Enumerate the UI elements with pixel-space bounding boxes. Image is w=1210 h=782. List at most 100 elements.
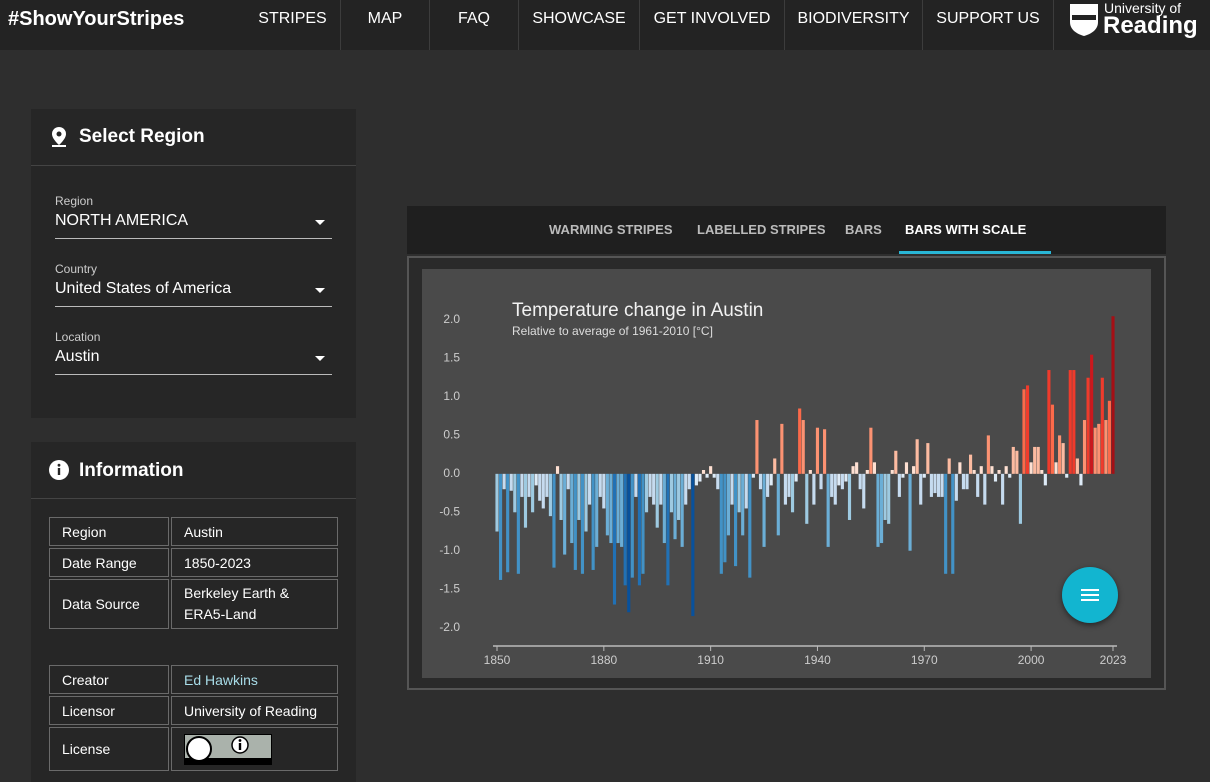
y-tick-label: 2.0 — [443, 312, 460, 326]
bar — [709, 466, 713, 474]
bar — [748, 473, 752, 578]
divider — [31, 498, 356, 499]
table-cell: Date Range — [49, 548, 169, 577]
table-cell: Austin — [171, 517, 338, 546]
dropdown-arrow[interactable] — [315, 288, 325, 293]
bar — [855, 462, 859, 474]
bar — [623, 473, 627, 586]
bar — [548, 473, 552, 517]
x-tick-label: 2000 — [1018, 653, 1045, 667]
logo-text[interactable]: Reading — [1103, 12, 1198, 39]
tab[interactable]: LABELLED STRIPES — [697, 222, 826, 237]
bar — [944, 473, 948, 574]
y-tick-label: -1.5 — [439, 581, 460, 595]
y-tick-label: -1.0 — [439, 543, 460, 557]
nav-item[interactable]: SUPPORT US — [923, 0, 1054, 50]
bar — [773, 458, 777, 474]
bar — [712, 473, 716, 478]
bar — [805, 473, 809, 524]
logo-text[interactable]: University of — [1104, 0, 1182, 16]
field-label: Country — [55, 262, 98, 276]
nav-item[interactable]: GET INVOLVED — [640, 0, 785, 50]
bar — [1033, 446, 1037, 474]
menu-icon — [1081, 589, 1099, 601]
bar — [869, 427, 873, 474]
bar — [545, 473, 549, 497]
bar — [506, 473, 510, 573]
dropdown-value[interactable]: Austin — [55, 348, 100, 365]
x-tick-label: 1940 — [804, 653, 831, 667]
tab-bar — [407, 206, 1166, 254]
bar — [1004, 466, 1008, 474]
bar — [719, 473, 723, 574]
dropdown-arrow[interactable] — [315, 356, 325, 361]
tab-indicator — [899, 251, 1051, 254]
bar — [787, 473, 791, 497]
bar — [819, 473, 823, 490]
bar — [872, 462, 877, 474]
bar — [826, 473, 830, 547]
bar — [698, 473, 702, 482]
brand[interactable]: #ShowYourStripes — [8, 8, 185, 30]
nav-item[interactable]: SHOWCASE — [519, 0, 640, 50]
bar — [520, 473, 524, 497]
bar — [662, 473, 666, 544]
cc-badge[interactable] — [184, 733, 272, 765]
bar — [890, 470, 894, 474]
bar — [1079, 473, 1083, 486]
bar — [922, 473, 926, 478]
bar — [1011, 446, 1015, 474]
bar — [801, 420, 805, 474]
bar — [929, 473, 933, 497]
bar — [598, 473, 602, 497]
bar — [523, 473, 528, 528]
table-cell: Berkeley Earth & ERA5-Land — [171, 579, 338, 629]
menu-button[interactable] — [1062, 567, 1118, 623]
bar — [1075, 458, 1079, 474]
dropdown-value[interactable]: NORTH AMERICA — [55, 212, 189, 229]
tab[interactable]: BARS — [845, 222, 882, 237]
bar — [627, 473, 631, 613]
bar — [947, 458, 951, 474]
bar — [908, 473, 912, 551]
tab[interactable]: WARMING STRIPES — [549, 222, 673, 237]
bar — [612, 473, 617, 605]
nav-item[interactable]: FAQ — [430, 0, 519, 50]
bar — [969, 454, 973, 474]
table-cell: Region — [49, 517, 169, 546]
bar — [534, 473, 538, 486]
nav-item[interactable]: BIODIVERSITY — [785, 0, 923, 50]
bar — [705, 473, 709, 478]
bar — [591, 473, 595, 570]
divider — [31, 165, 356, 166]
bar — [1040, 470, 1044, 474]
bar — [780, 423, 784, 474]
nav-item[interactable]: STRIPES — [245, 0, 341, 50]
bar — [573, 473, 577, 570]
bar — [726, 473, 731, 536]
bar — [823, 429, 827, 474]
bar — [1018, 473, 1022, 524]
bar — [762, 473, 766, 547]
bar — [862, 473, 866, 509]
bar — [794, 473, 798, 482]
bar — [954, 473, 958, 501]
bar — [1068, 370, 1072, 474]
bar — [691, 473, 695, 617]
bar — [1022, 389, 1026, 474]
tab[interactable]: BARS WITH SCALE — [905, 222, 1027, 237]
bar — [694, 473, 698, 486]
dropdown-value[interactable]: United States of America — [55, 280, 232, 297]
bar — [851, 466, 855, 474]
information-panel: Information — [31, 442, 356, 782]
bar — [840, 473, 844, 490]
bar — [669, 473, 674, 513]
y-tick-label: 0.0 — [443, 466, 460, 480]
y-tick-label: 1.0 — [443, 389, 460, 403]
link[interactable]: Ed Hawkins — [171, 665, 338, 694]
dropdown-arrow[interactable] — [315, 220, 325, 225]
nav-item[interactable]: MAP — [341, 0, 430, 50]
bar — [605, 473, 609, 536]
bar — [655, 473, 659, 528]
bar — [776, 473, 780, 536]
